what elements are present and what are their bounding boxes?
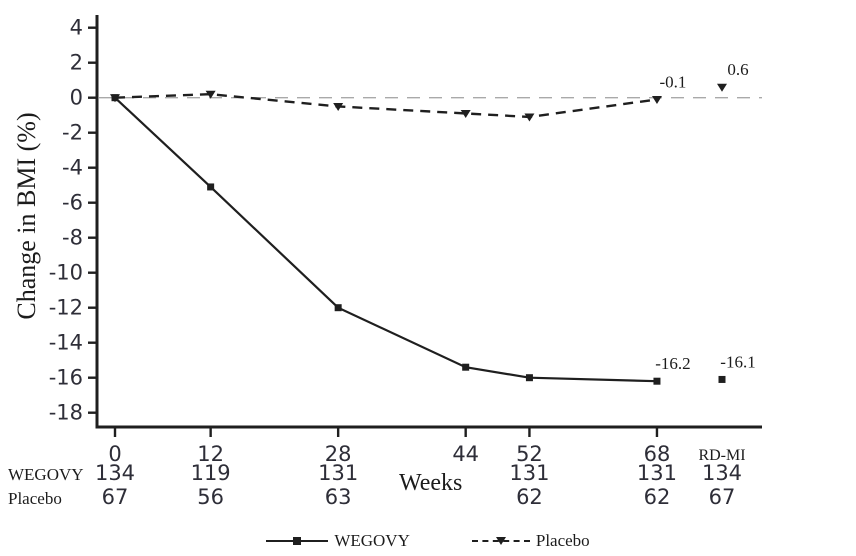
bmi-change-chart: 4 2 0 -2 -4 -6 -8 -10 -12 -14 -16 -18 0 12 28 44 52 68 RD-…: [49, 15, 762, 509]
count-value: 134: [702, 461, 742, 485]
placebo-data-marker: [110, 94, 120, 103]
wegovy-data-marker: [207, 183, 215, 191]
legend-label-placebo: Placebo: [535, 531, 590, 550]
value-annotation: 0.6: [727, 60, 748, 79]
count-value: 62: [516, 485, 543, 509]
legend-label-wegovy: WEGOVY: [334, 531, 410, 550]
count-value: 119: [191, 461, 231, 485]
y-tick-label: -4: [62, 156, 83, 180]
count-value: 63: [325, 485, 352, 509]
x-axis-title: Weeks: [399, 470, 463, 496]
wegovy-data-marker: [462, 363, 470, 371]
value-annotation: -16.2: [655, 354, 690, 373]
value-annotation: -0.1: [659, 72, 686, 91]
count-value: 67: [709, 485, 736, 509]
x-tick-label: 28: [325, 442, 352, 466]
y-tick-label: -18: [49, 401, 83, 425]
y-tick-label: -14: [49, 331, 83, 355]
y-tick-label: -2: [62, 121, 83, 145]
count-value: 67: [102, 485, 129, 509]
count-value: 131: [637, 461, 677, 485]
y-tick-label: -16: [49, 366, 83, 390]
y-tick-label: 4: [70, 16, 83, 40]
x-tick-label: 52: [516, 442, 543, 466]
count-value: 134: [95, 461, 135, 485]
value-annotation: -16.1: [720, 352, 755, 371]
x-tick-label: 68: [644, 442, 671, 466]
legend-item-placebo: Placebo: [471, 531, 590, 551]
placebo-data-marker: [651, 95, 662, 104]
wegovy-data-marker: [718, 375, 726, 383]
x-tick-label: 12: [197, 442, 224, 466]
placebo-data-marker: [333, 102, 344, 111]
y-tick-label: -8: [62, 226, 83, 250]
wegovy-data-marker: [525, 374, 533, 382]
wegovy-data-marker: [653, 377, 661, 385]
counts-row-label-placebo: Placebo: [8, 489, 62, 508]
y-tick-label: 2: [70, 51, 83, 75]
count-value: 62: [644, 485, 671, 509]
counts-row-label-wegovy: WEGOVY: [8, 465, 84, 484]
count-value: 131: [509, 461, 549, 485]
y-tick-label: -10: [49, 261, 83, 285]
y-tick-label: 0: [70, 86, 83, 110]
square-marker-icon: [293, 536, 302, 545]
x-tick-label: 0: [108, 442, 121, 466]
placebo-data-marker: [205, 90, 216, 99]
triangle-down-marker-icon: [495, 536, 506, 545]
x-tick-label-rdmi: RD-MI: [698, 447, 745, 464]
legend: WEGOVY Placebo: [0, 531, 856, 551]
placebo-data-marker: [460, 109, 471, 118]
y-tick-label: -12: [49, 296, 83, 320]
placebo-legend-line: [471, 536, 530, 545]
wegovy-line: [114, 96, 657, 383]
count-value: 56: [197, 485, 224, 509]
placebo-data-marker: [717, 83, 727, 92]
y-tick-label: -6: [62, 191, 83, 215]
placebo-data-marker: [524, 113, 535, 122]
y-axis-title: Change in BMI (%): [12, 112, 41, 320]
legend-item-wegovy: WEGOVY: [266, 531, 410, 551]
wegovy-legend-line: [266, 536, 329, 545]
x-tick-label: 44: [452, 442, 479, 466]
count-value: 131: [318, 461, 358, 485]
wegovy-data-marker: [334, 304, 342, 312]
